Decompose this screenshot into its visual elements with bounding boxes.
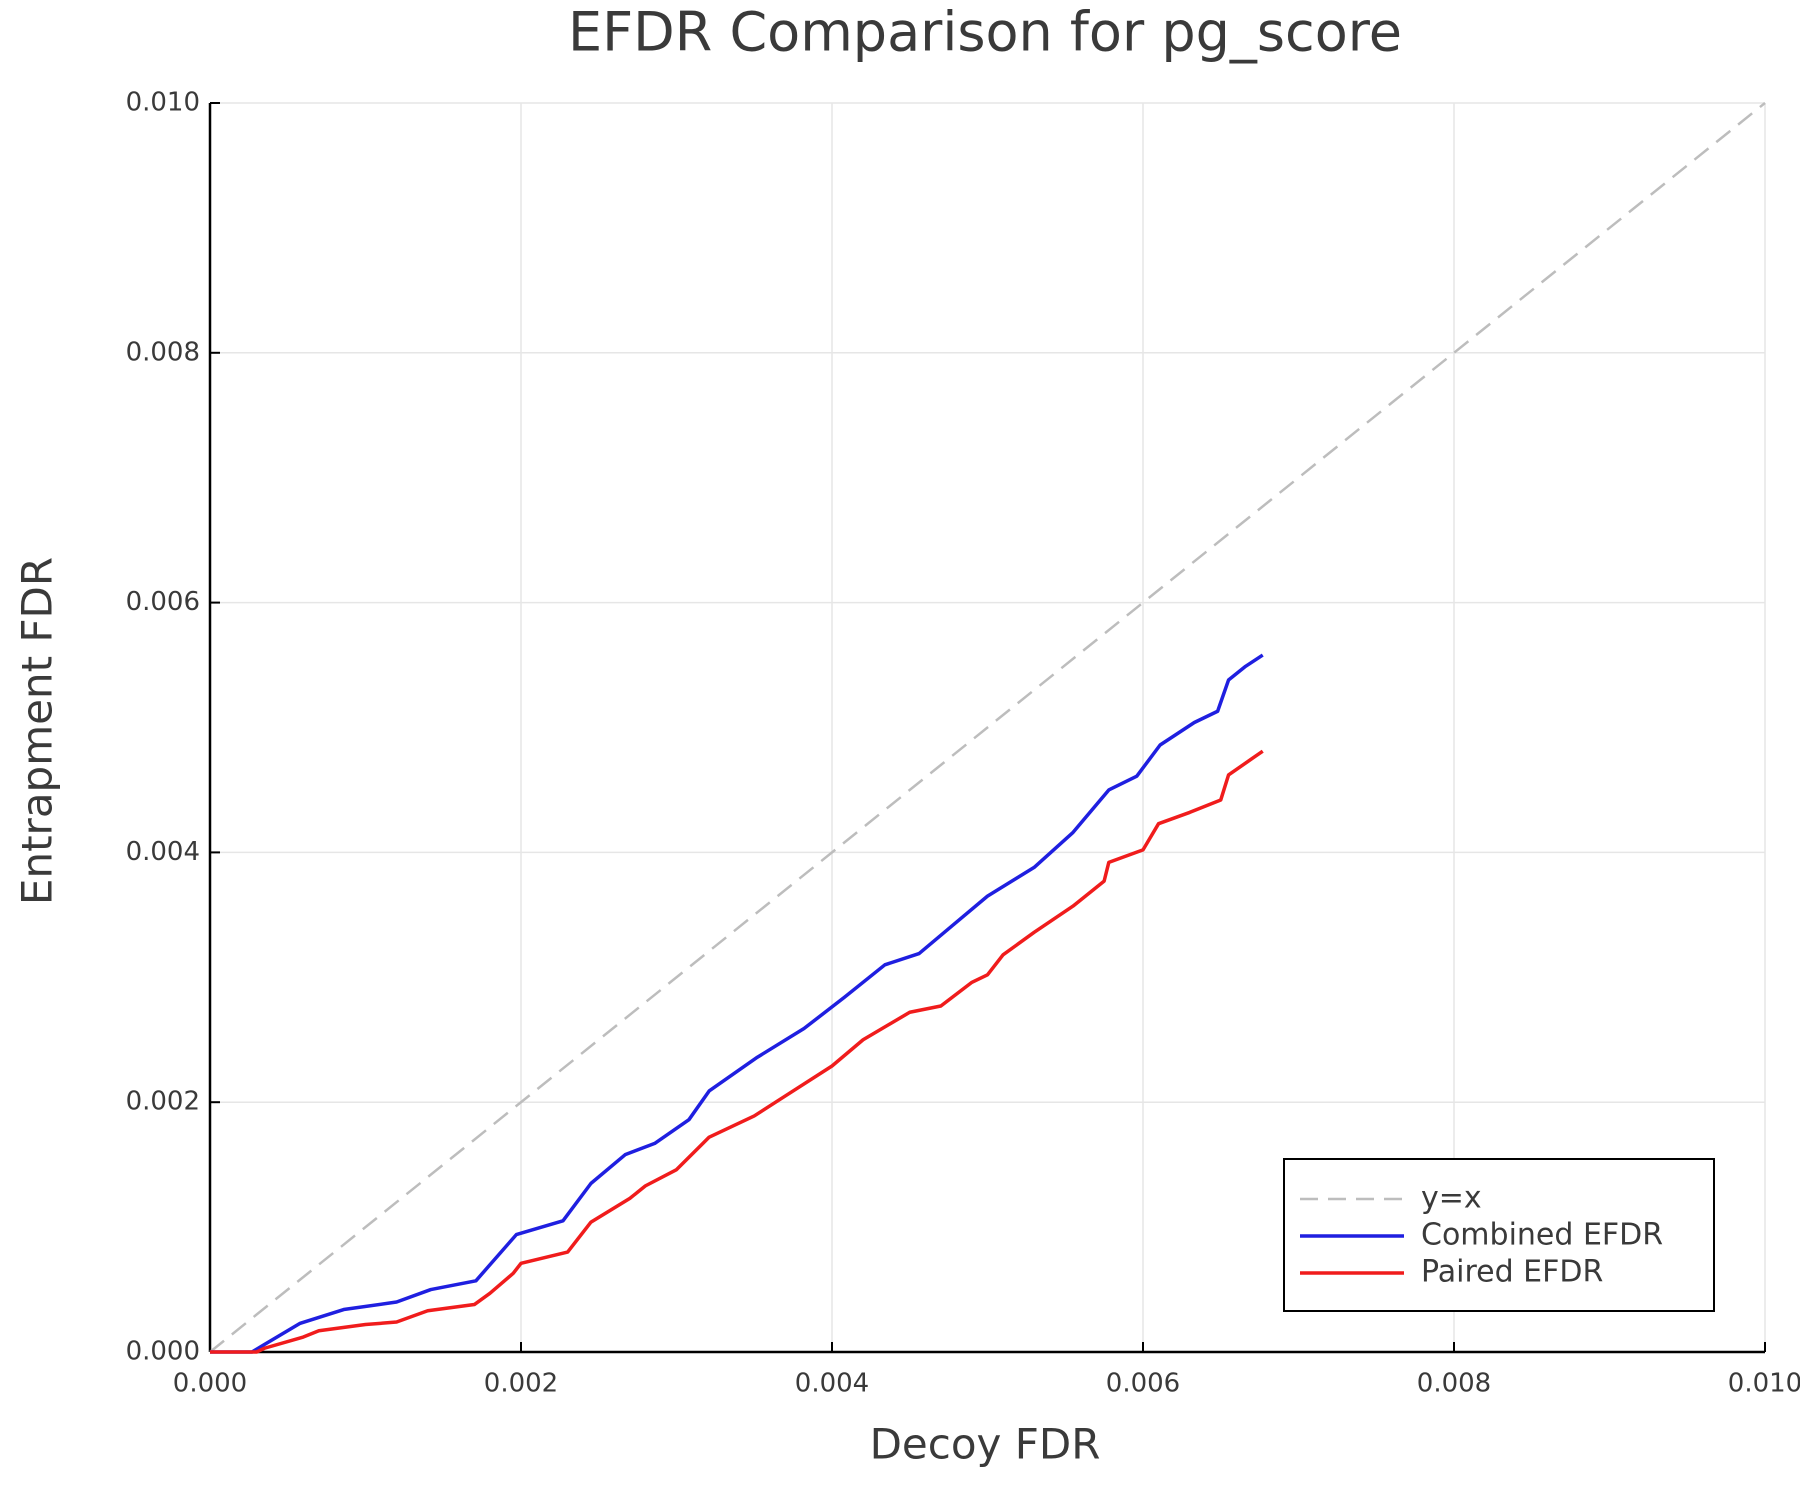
series-line — [210, 653, 1264, 1354]
y-tick-label: 0.010 — [126, 88, 200, 118]
legend-label: y=x — [1421, 1181, 1482, 1216]
x-axis-label: Decoy FDR — [870, 1420, 1101, 1469]
x-tick-label: 0.004 — [795, 1369, 869, 1399]
x-tick-label: 0.010 — [1728, 1369, 1800, 1399]
x-tick-label: 0.006 — [1106, 1369, 1180, 1399]
y-axis-label: Entrapment FDR — [13, 557, 62, 905]
x-tick-label: 0.008 — [1417, 1369, 1491, 1399]
y-tick-label: 0.004 — [126, 837, 200, 867]
y-tick-label: 0.006 — [126, 587, 200, 617]
chart-title: EFDR Comparison for pg_score — [568, 1, 1402, 64]
y-tick-label: 0.002 — [126, 1087, 200, 1117]
x-tick-label: 0.002 — [484, 1369, 558, 1399]
series-line — [209, 102, 1766, 1353]
x-tick-label: 0.000 — [173, 1369, 247, 1399]
y-tick-label: 0.008 — [126, 337, 200, 367]
series-line — [210, 749, 1264, 1354]
y-tick-label: 0.000 — [126, 1337, 200, 1367]
legend-label: Combined EFDR — [1421, 1218, 1663, 1253]
legend-label: Paired EFDR — [1421, 1255, 1603, 1290]
